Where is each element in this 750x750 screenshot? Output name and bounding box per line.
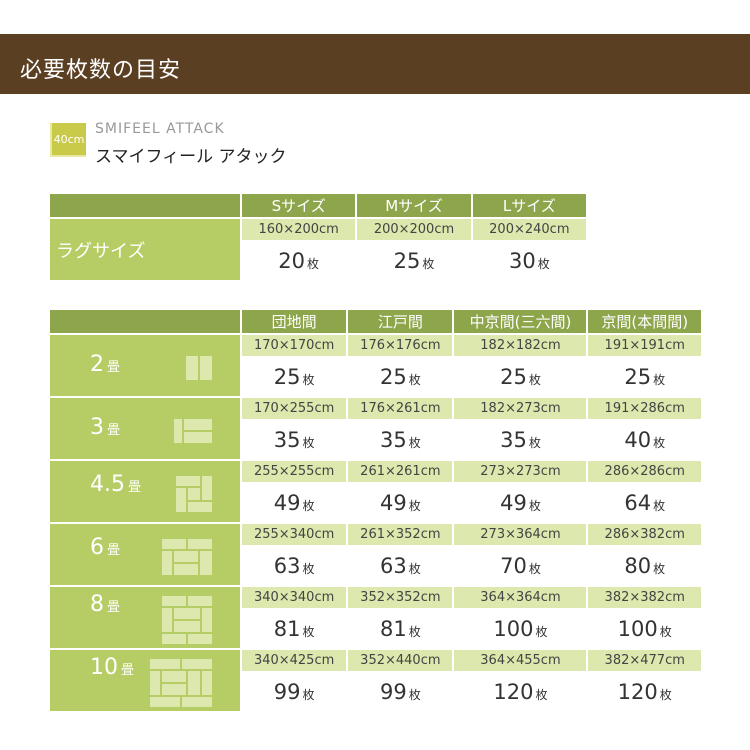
size-cell: 170×255cm — [242, 398, 347, 419]
size-cell: 364×364cm — [454, 587, 587, 608]
col-s: Sサイズ — [242, 194, 356, 217]
tatami-table: 団地間 江戸間 中京間(三六間) 京間(本間間) 2 畳 170×170cm 176×… — [48, 308, 703, 713]
size-cell: 182×273cm — [454, 398, 587, 419]
col-m: Mサイズ — [357, 194, 471, 217]
size-cell: 191×191cm — [588, 335, 701, 356]
tatami-4.5-icon — [176, 475, 212, 512]
count-cell: 99 枚 — [242, 673, 347, 711]
product-name-en: SMIFEEL ATTACK — [95, 121, 225, 137]
count-cell: 25 枚 — [454, 358, 587, 396]
size-cell: 286×382cm — [588, 524, 701, 545]
size-cell: 200×240cm — [472, 219, 586, 240]
rug-size-table: Sサイズ Mサイズ Lサイズ ラグサイズ 160×200cm 200×200cm… — [48, 192, 588, 282]
section-title: 必要枚数の目安 — [20, 58, 182, 83]
size-cell: 286×286cm — [588, 461, 701, 482]
section-header: 必要枚数の目安 — [0, 34, 750, 94]
count-cell: 81 枚 — [348, 610, 453, 648]
tatami-label: 4.5 畳 — [50, 461, 240, 522]
count-cell: 35 枚 — [454, 421, 587, 459]
size-cell: 182×182cm — [454, 335, 587, 356]
count-cell: 120 枚 — [454, 673, 587, 711]
count-cell: 120 枚 — [588, 673, 701, 711]
count-cell: 63 枚 — [242, 547, 347, 585]
size-cell: 176×176cm — [348, 335, 453, 356]
size-cell: 261×261cm — [348, 461, 453, 482]
table-row: 6 畳 255×340cm 261×352cm 273×364cm 286×382cm — [50, 524, 701, 585]
tatami-label: 10 畳 — [50, 650, 240, 711]
count-cell: 35 枚 — [242, 421, 347, 459]
count-cell: 40 枚 — [588, 421, 701, 459]
tatami-8-icon — [162, 595, 212, 644]
count-cell: 70 枚 — [454, 547, 587, 585]
product-name-jp: スマイフィール アタック — [95, 147, 287, 167]
count-cell: 100 枚 — [454, 610, 587, 648]
count-cell: 81 枚 — [242, 610, 347, 648]
size-cell: 273×364cm — [454, 524, 587, 545]
table-row: 3 畳 170×255cm 176×261cm 182×273cm 191×286cm — [50, 398, 701, 459]
count-cell: 64 枚 — [588, 484, 701, 522]
size-cell: 255×255cm — [242, 461, 347, 482]
tatami-6-icon — [162, 538, 212, 575]
size-cell: 170×170cm — [242, 335, 347, 356]
count-cell: 49 枚 — [242, 484, 347, 522]
count-cell: 99 枚 — [348, 673, 453, 711]
count-cell: 25 枚 — [588, 358, 701, 396]
col-chukyoma: 中京間(三六間) — [454, 310, 587, 333]
count-cell: 49 枚 — [348, 484, 453, 522]
table-row: 2 畳 170×170cm 176×176cm 182×182cm 191×191cm — [50, 335, 701, 396]
size-cell: 273×273cm — [454, 461, 587, 482]
count-cell: 100 枚 — [588, 610, 701, 648]
size-cell: 255×340cm — [242, 524, 347, 545]
table-row: 8 畳 340×340cm 352×352cm 364×364cm 382×382cm — [50, 587, 701, 648]
count-cell: 30 枚 — [472, 242, 586, 280]
count-cell: 25 枚 — [242, 358, 347, 396]
count-cell: 63 枚 — [348, 547, 453, 585]
size-cell: 340×340cm — [242, 587, 347, 608]
tatami-2-icon — [186, 355, 212, 380]
tatami-10-icon — [150, 658, 212, 707]
size-cell: 176×261cm — [348, 398, 453, 419]
table-row: 10 畳 340×425cm 352×440cm 364×455cm 382×477cm — [50, 650, 701, 711]
count-cell: 25 枚 — [348, 358, 453, 396]
size-cell: 200×200cm — [357, 219, 471, 240]
col-kyoma: 京間(本間間) — [588, 310, 701, 333]
size-cell: 352×352cm — [348, 587, 453, 608]
size-cell: 352×440cm — [348, 650, 453, 671]
count-cell: 80 枚 — [588, 547, 701, 585]
size-cell: 261×352cm — [348, 524, 453, 545]
size-cell: 160×200cm — [242, 219, 356, 240]
count-cell: 49 枚 — [454, 484, 587, 522]
col-l: Lサイズ — [472, 194, 586, 217]
col-danchima: 団地間 — [242, 310, 347, 333]
rug-row-label: ラグサイズ — [50, 219, 240, 280]
size-cell: 364×455cm — [454, 650, 587, 671]
size-cell: 340×425cm — [242, 650, 347, 671]
size-cell: 191×286cm — [588, 398, 701, 419]
col-edoma: 江戸間 — [348, 310, 453, 333]
size-badge: 40cm — [50, 123, 86, 157]
count-cell: 35 枚 — [348, 421, 453, 459]
count-cell: 20 枚 — [242, 242, 356, 280]
count-cell: 25 枚 — [357, 242, 471, 280]
size-cell: 382×382cm — [588, 587, 701, 608]
table-row: 4.5 畳 255×255cm 261×261cm 273×273cm 286×286cm — [50, 461, 701, 522]
tatami-3-icon — [174, 418, 212, 443]
size-cell: 382×477cm — [588, 650, 701, 671]
